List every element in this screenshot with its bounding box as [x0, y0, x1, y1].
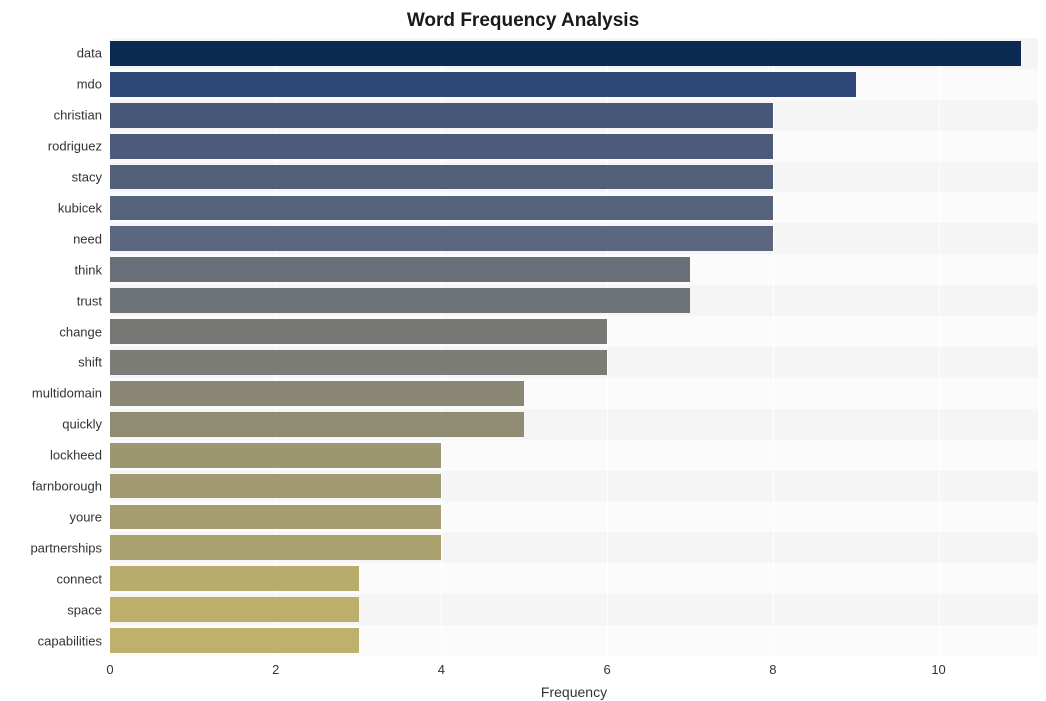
- y-tick-label: shift: [78, 355, 102, 370]
- bar: [110, 474, 441, 499]
- x-tick-label: 8: [769, 662, 776, 677]
- gridline: [110, 38, 111, 656]
- y-tick-label: change: [59, 324, 102, 339]
- bar: [110, 535, 441, 560]
- x-tick-label: 6: [604, 662, 611, 677]
- bar: [110, 566, 359, 591]
- y-tick-label: need: [73, 231, 102, 246]
- x-axis-title: Frequency: [110, 684, 1038, 700]
- bar: [110, 103, 773, 128]
- bar: [110, 165, 773, 190]
- bar: [110, 381, 524, 406]
- gridline: [276, 38, 277, 656]
- y-tick-label: christian: [54, 108, 102, 123]
- y-tick-label: lockheed: [50, 448, 102, 463]
- bar: [110, 196, 773, 221]
- y-tick-label: capabilities: [38, 633, 102, 648]
- bar: [110, 257, 690, 282]
- y-tick-label: quickly: [62, 417, 102, 432]
- bar: [110, 319, 607, 344]
- plot-area: 0246810datamdochristianrodriguezstacykub…: [110, 38, 1038, 656]
- y-tick-label: youre: [69, 509, 102, 524]
- x-tick-label: 4: [438, 662, 445, 677]
- y-tick-label: multidomain: [32, 386, 102, 401]
- bar: [110, 443, 441, 468]
- y-tick-label: space: [67, 602, 102, 617]
- bar: [110, 505, 441, 530]
- bar: [110, 350, 607, 375]
- x-tick-label: 10: [931, 662, 945, 677]
- x-tick-label: 0: [106, 662, 113, 677]
- gridline: [773, 38, 774, 656]
- bar: [110, 288, 690, 313]
- bar: [110, 226, 773, 251]
- y-tick-label: trust: [77, 293, 102, 308]
- y-tick-label: think: [75, 262, 102, 277]
- y-tick-label: rodriguez: [48, 139, 102, 154]
- y-tick-label: mdo: [77, 77, 102, 92]
- bar: [110, 72, 856, 97]
- bar: [110, 412, 524, 437]
- y-tick-label: data: [77, 46, 102, 61]
- y-tick-label: farnborough: [32, 479, 102, 494]
- bar: [110, 597, 359, 622]
- y-tick-label: connect: [56, 571, 102, 586]
- gridline: [441, 38, 442, 656]
- gridline: [607, 38, 608, 656]
- x-tick-label: 2: [272, 662, 279, 677]
- y-tick-label: kubicek: [58, 200, 102, 215]
- chart-title: Word Frequency Analysis: [0, 10, 1046, 32]
- bar: [110, 628, 359, 653]
- word-frequency-chart: Word Frequency Analysis 0246810datamdoch…: [0, 0, 1046, 701]
- bar: [110, 41, 1021, 66]
- y-tick-label: stacy: [72, 170, 102, 185]
- y-tick-label: partnerships: [30, 540, 102, 555]
- bar: [110, 134, 773, 159]
- gridline: [939, 38, 940, 656]
